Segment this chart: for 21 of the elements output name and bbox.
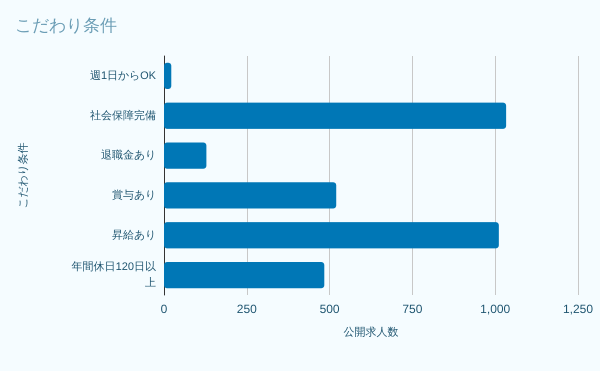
x-axis-title: 公開求人数 (344, 326, 398, 338)
bar (164, 262, 324, 288)
bar (164, 62, 172, 90)
y-axis-title: こだわり条件 (18, 142, 30, 208)
x-tick-label: 1,250 (562, 302, 594, 316)
y-tick-label: 賞与あり (112, 188, 156, 202)
bar (164, 102, 506, 129)
y-tick-label: 社会保障完備 (90, 108, 156, 122)
y-tick-label: 昇給あり (112, 229, 156, 242)
x-tick-label: 500 (320, 302, 340, 316)
x-tick-label: 1,000 (480, 302, 511, 316)
x-tick-label: 750 (402, 302, 423, 316)
bar (164, 182, 336, 209)
x-tick-label: 250 (236, 302, 258, 316)
y-tick-label: 週1日からOK (90, 70, 157, 82)
chart-title: こだわり条件 (15, 16, 117, 35)
bar (164, 142, 206, 169)
x-tick-label: 0 (160, 302, 168, 316)
y-tick-label: 退職金あり (101, 148, 156, 162)
y-tick-label: 年間休日120日以上 (72, 260, 156, 290)
bar (164, 222, 499, 248)
